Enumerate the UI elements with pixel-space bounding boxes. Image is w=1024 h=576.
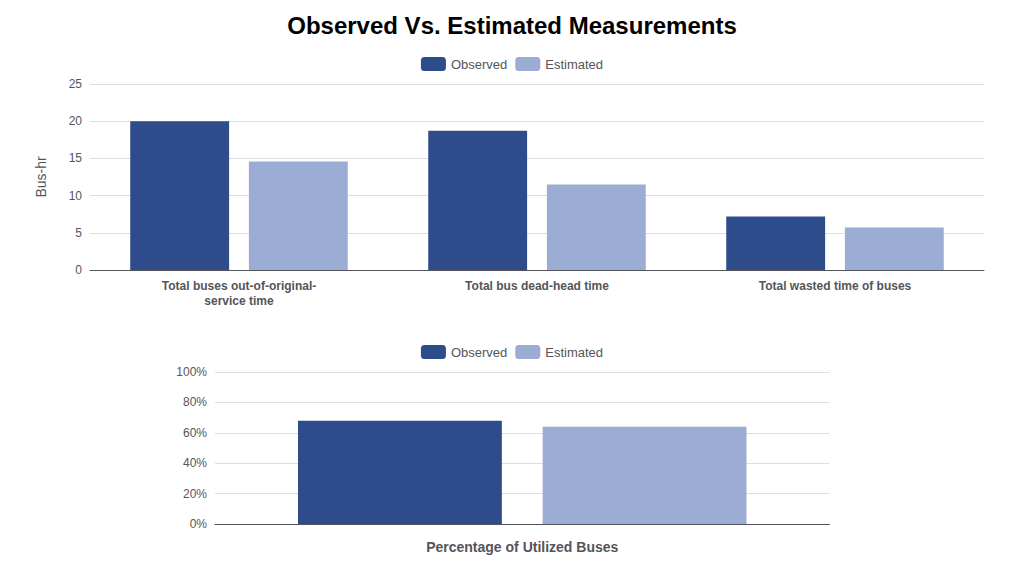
- svg-text:Total wasted time of buses: Total wasted time of buses: [759, 279, 912, 293]
- svg-text:Bus-hr: Bus-hr: [33, 156, 49, 198]
- svg-text:0%: 0%: [190, 517, 208, 531]
- svg-text:20: 20: [69, 114, 83, 128]
- svg-text:Percentage of Utilized Buses: Percentage of Utilized Buses: [426, 539, 618, 555]
- svg-text:Total bus dead-head time: Total bus dead-head time: [465, 279, 609, 293]
- svg-text:15: 15: [69, 151, 83, 165]
- svg-text:Estimated: Estimated: [545, 57, 603, 72]
- svg-text:80%: 80%: [183, 395, 207, 409]
- svg-text:25: 25: [69, 77, 83, 91]
- svg-text:Observed Vs. Estimated Measure: Observed Vs. Estimated Measurements: [287, 12, 737, 39]
- svg-text:Total buses out-of-original-: Total buses out-of-original-: [162, 279, 316, 293]
- svg-text:0: 0: [75, 263, 82, 277]
- svg-text:40%: 40%: [183, 456, 207, 470]
- svg-text:100%: 100%: [176, 365, 207, 379]
- svg-text:20%: 20%: [183, 487, 207, 501]
- svg-text:60%: 60%: [183, 426, 207, 440]
- svg-text:10: 10: [69, 189, 83, 203]
- svg-text:Estimated: Estimated: [545, 345, 603, 360]
- svg-text:Observed: Observed: [451, 345, 507, 360]
- svg-text:Observed: Observed: [451, 57, 507, 72]
- svg-text:5: 5: [75, 226, 82, 240]
- svg-text:service time: service time: [204, 294, 274, 308]
